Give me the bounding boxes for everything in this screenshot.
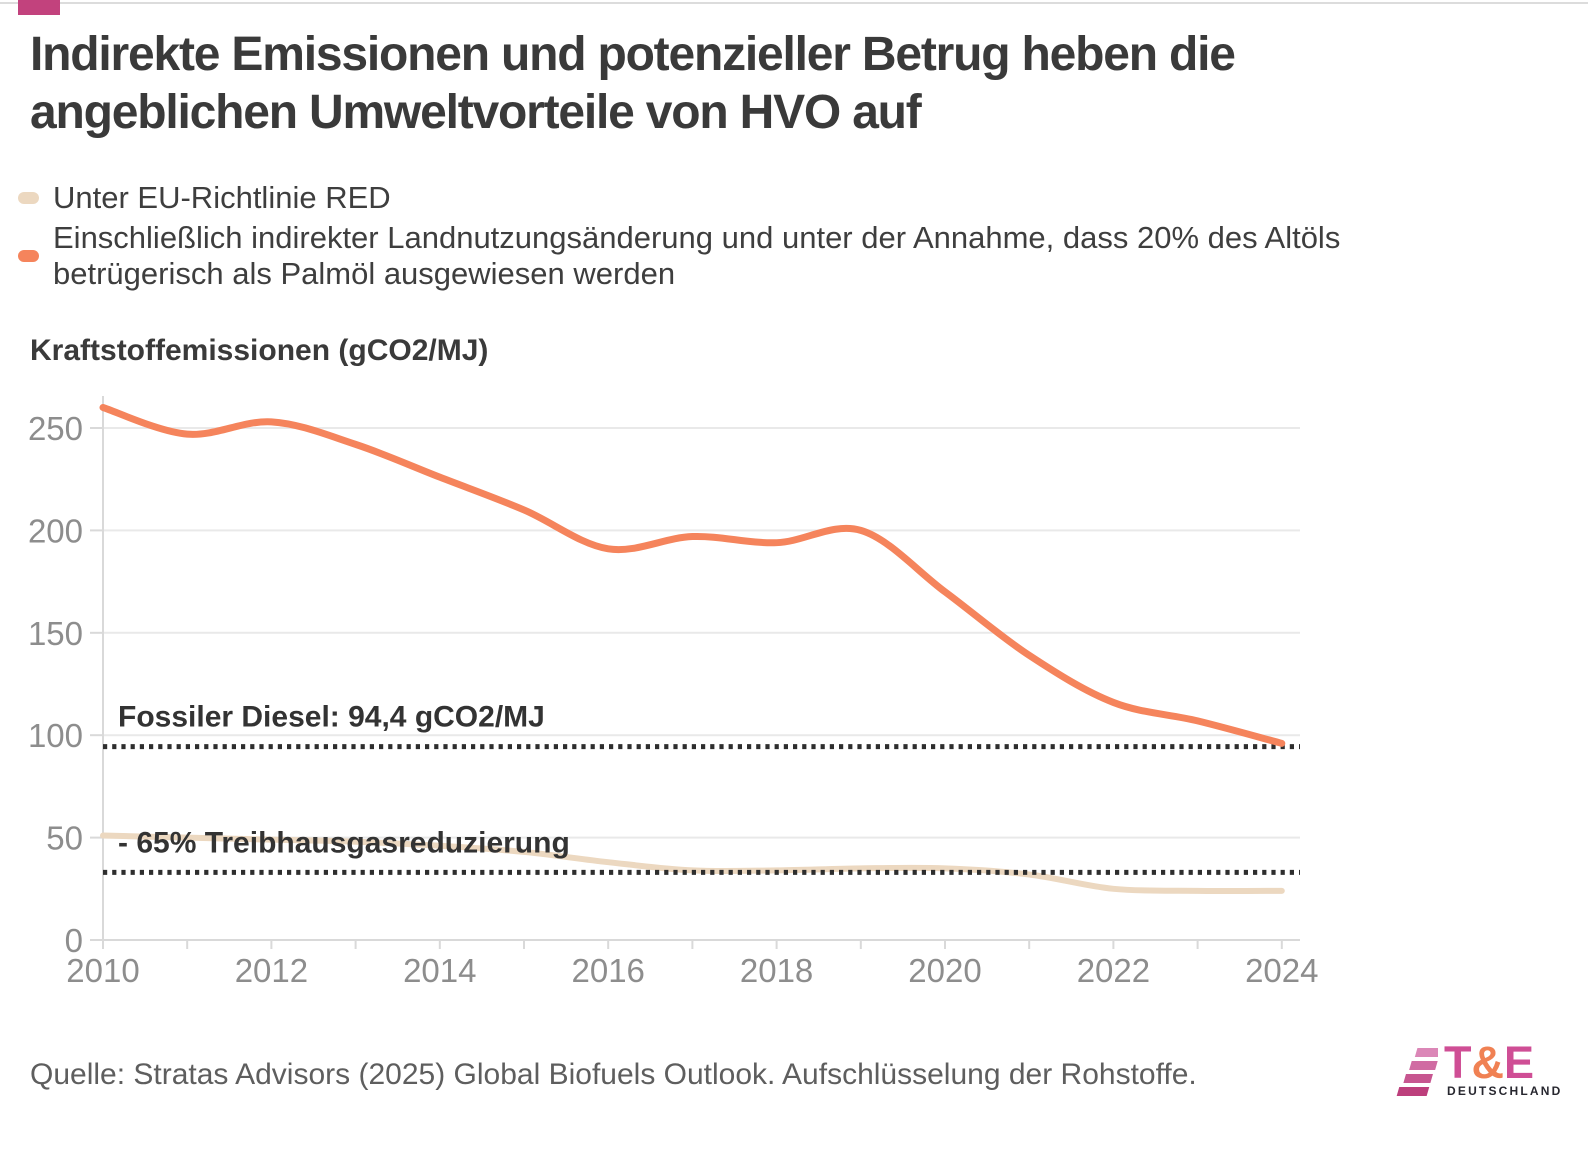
x-axis-label-2020: 2020 <box>908 952 981 989</box>
te-logo-letter-e: E <box>1504 1037 1535 1088</box>
legend-label-iluc-fraud-line2: betrügerisch als Palmöl ausgewiesen werd… <box>53 256 676 291</box>
legend-label-eu-red: Unter EU-Richtlinie RED <box>53 180 391 215</box>
x-axis-label-2016: 2016 <box>571 952 644 989</box>
x-axis-label-2022: 2022 <box>1077 952 1150 989</box>
x-axis-label-2014: 2014 <box>403 952 476 989</box>
emissions-line-chart: 0 50 100 150 200 250 2010 2012 2014 2016 2018 2020 2… <box>28 396 1319 989</box>
series-line-incl-iluc-fraud <box>99 404 1286 747</box>
chart-area: 0 50 100 150 200 250 2010 2012 2014 2016 2018 2020 2… <box>0 372 1340 1022</box>
y-axis-label-150: 150 <box>28 615 83 652</box>
top-border <box>0 2 1588 4</box>
y-axis-title: Kraftstoffemissionen (gCO2/MJ) <box>30 334 489 367</box>
reference-label-minus-65-ghg: - 65% Treibhausgasreduzierung <box>118 826 570 859</box>
chart-legend: Unter EU-Richtlinie RED Einschließlich i… <box>18 180 1558 296</box>
y-axis-label-200: 200 <box>28 512 83 549</box>
y-axis-label-100: 100 <box>28 717 83 754</box>
y-axis-label-50: 50 <box>46 820 83 857</box>
legend-item-iluc-fraud: Einschließlich indirekter Landnutzungsän… <box>18 220 1558 292</box>
legend-swatch-eu-red <box>18 192 39 204</box>
x-axis-label-2012: 2012 <box>235 952 308 989</box>
page-title-line1: Indirekte Emissionen und potenzieller Be… <box>30 28 1236 81</box>
te-logo-stripe-4 <box>1396 1087 1430 1096</box>
legend-item-eu-red: Unter EU-Richtlinie RED <box>18 180 1558 216</box>
source-note: Quelle: Stratas Advisors (2025) Global B… <box>30 1058 1197 1091</box>
te-logo-tagline: DEUTSCHLAND <box>1447 1084 1563 1098</box>
x-axis-label-2018: 2018 <box>740 952 813 989</box>
te-logo-stripe-2 <box>1409 1061 1438 1070</box>
legend-label-iluc-fraud: Einschließlich indirekter Landnutzungsän… <box>53 220 1340 292</box>
te-logo-letter-t: T <box>1444 1037 1472 1088</box>
te-logo-stripes-icon <box>1396 1048 1438 1096</box>
x-axis-label-2024: 2024 <box>1245 952 1318 989</box>
te-logo: T&E DEUTSCHLAND <box>1394 1040 1560 1110</box>
te-logo-letter-amp: & <box>1471 1037 1505 1088</box>
te-logo-wordmark: T&E <box>1444 1040 1534 1085</box>
page-title-line2: angeblichen Umweltvorteile von HVO auf <box>30 86 922 139</box>
y-axis-label-0: 0 <box>65 922 83 959</box>
te-logo-stripe-1 <box>1414 1048 1438 1057</box>
page-title: Indirekte Emissionen und potenzieller Be… <box>30 26 1570 142</box>
y-axis-label-250: 250 <box>28 410 83 447</box>
x-axis-label-2010: 2010 <box>66 952 139 989</box>
legend-swatch-iluc-fraud <box>18 250 39 262</box>
te-logo-stripe-3 <box>1403 1074 1433 1083</box>
reference-label-fossil-diesel: Fossiler Diesel: 94,4 gCO2/MJ <box>118 701 545 734</box>
legend-label-iluc-fraud-line1: Einschließlich indirekter Landnutzungsän… <box>53 220 1341 255</box>
brand-accent-bar <box>18 0 60 15</box>
